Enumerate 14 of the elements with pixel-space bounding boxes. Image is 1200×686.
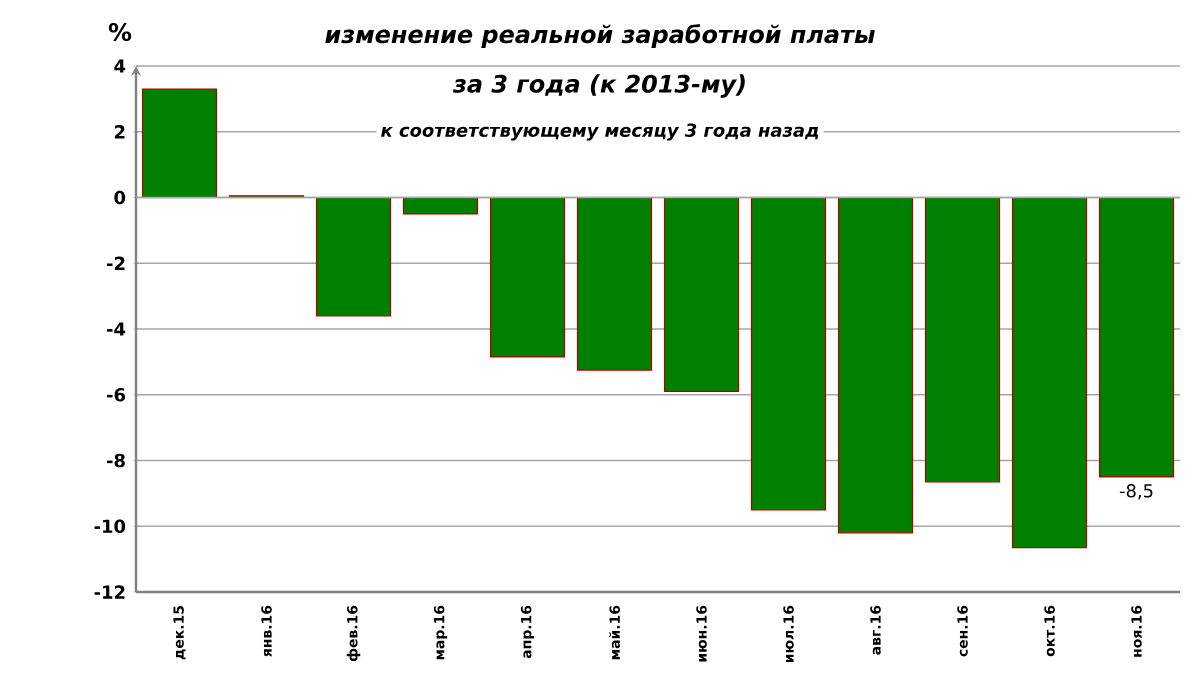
chart-subtitle: за 3 года (к 2013-му) [452, 74, 745, 98]
y-tick-label: -4 [107, 322, 126, 336]
chart-title: изменение реальной заработной платы [325, 24, 875, 48]
y-axis-title: % [108, 22, 132, 42]
y-tick-label: -2 [107, 256, 125, 270]
y-tick-label: 0 [114, 190, 126, 205]
y-tick-label: 4 [114, 59, 126, 73]
annotation: к соответствующему месяцу 3 года назад [381, 123, 819, 141]
data-label: -8,5 [1119, 483, 1153, 500]
y-tick-label: -12 [94, 585, 125, 599]
y-tick-label: -8 [107, 453, 125, 468]
y-tick-label: -6 [107, 387, 126, 402]
y-tick-label: -10 [94, 519, 126, 534]
y-tick-label: 2 [114, 125, 125, 139]
